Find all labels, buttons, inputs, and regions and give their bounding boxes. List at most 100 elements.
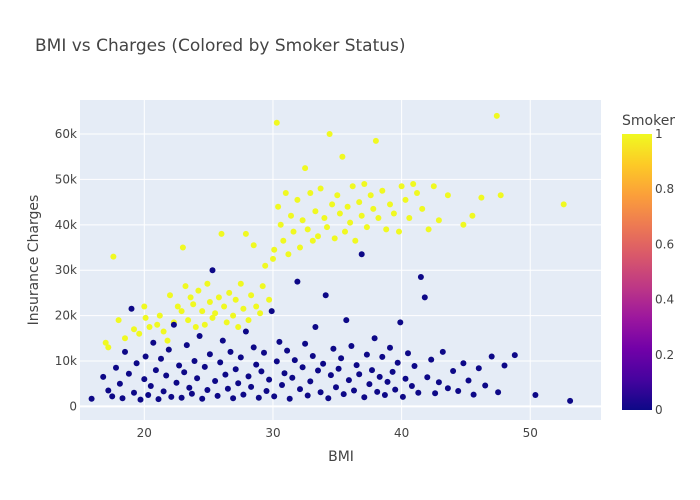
data-point: [201, 321, 208, 328]
data-point: [291, 357, 298, 364]
colorbar-tick-label: 0.4: [655, 293, 674, 307]
data-point: [299, 364, 306, 371]
data-point: [384, 378, 391, 385]
data-point: [263, 388, 270, 394]
data-point: [137, 396, 144, 403]
data-point: [222, 371, 229, 378]
data-point: [405, 350, 411, 357]
data-point: [363, 224, 370, 231]
y-tick-label: 40k: [55, 218, 77, 232]
data-point: [327, 372, 334, 379]
data-point: [215, 294, 222, 301]
x-tick-label: 30: [265, 426, 280, 440]
colorbar-tick-label: 1: [655, 127, 663, 141]
data-point: [146, 324, 153, 330]
data-point: [165, 346, 172, 353]
data-point: [375, 215, 382, 221]
data-point: [285, 251, 292, 258]
data-point: [199, 395, 206, 402]
data-point: [273, 119, 280, 126]
data-point: [88, 395, 95, 402]
data-point: [102, 339, 109, 346]
data-point: [379, 187, 386, 194]
y-tick-label: 30k: [55, 263, 77, 277]
data-point: [235, 380, 242, 387]
data-point: [178, 308, 185, 315]
data-point: [387, 201, 393, 208]
data-point: [315, 367, 321, 374]
data-point: [333, 384, 339, 391]
data-point: [170, 321, 177, 328]
data-point: [160, 388, 167, 395]
data-point: [398, 183, 405, 190]
data-point: [122, 335, 128, 342]
data-point: [307, 190, 314, 196]
data-point: [125, 370, 132, 377]
data-point: [155, 396, 162, 403]
data-point: [424, 374, 431, 381]
data-point: [349, 183, 356, 190]
data-point: [201, 363, 208, 370]
data-point: [163, 372, 170, 379]
data-point: [338, 355, 345, 362]
data-point: [230, 395, 237, 402]
colorbar-tick-label: 0.8: [655, 182, 674, 196]
data-point: [131, 326, 137, 333]
data-point: [370, 205, 377, 212]
data-point: [266, 296, 273, 303]
colorbar-tick-label: 0.2: [655, 348, 674, 362]
data-point: [185, 317, 192, 324]
data-point: [258, 368, 265, 375]
data-point: [356, 371, 363, 378]
data-point: [230, 312, 237, 319]
data-point: [119, 395, 126, 402]
data-point: [270, 255, 276, 262]
data-point: [192, 324, 199, 330]
data-point: [145, 392, 152, 398]
data-point: [115, 317, 122, 324]
data-point: [250, 242, 257, 249]
x-axis-title: BMI: [328, 449, 354, 465]
data-point: [109, 393, 116, 400]
data-point: [150, 339, 157, 346]
data-point: [421, 294, 428, 301]
data-point: [218, 230, 225, 237]
data-point: [133, 360, 140, 367]
data-point: [261, 349, 267, 356]
y-axis-title: Insurance Charges: [26, 195, 42, 326]
data-point: [411, 363, 418, 369]
y-tick-label: 10k: [55, 354, 77, 368]
data-point: [212, 310, 219, 317]
data-point: [194, 375, 201, 382]
data-point: [312, 208, 319, 215]
data-point: [187, 294, 194, 301]
data-point: [351, 387, 357, 394]
data-point: [164, 337, 171, 344]
data-point: [242, 230, 249, 237]
data-point: [110, 253, 117, 260]
data-point: [302, 165, 309, 172]
data-point: [141, 303, 148, 310]
data-point: [217, 359, 224, 366]
data-point: [214, 392, 221, 399]
data-point: [271, 246, 278, 253]
data-point: [147, 383, 154, 389]
data-point: [475, 365, 482, 372]
data-point: [196, 333, 203, 339]
data-point: [297, 244, 303, 251]
data-point: [294, 278, 301, 285]
data-point: [425, 226, 432, 233]
data-point: [470, 391, 477, 398]
data-point: [141, 376, 148, 383]
data-point: [321, 215, 328, 221]
data-point: [381, 392, 388, 398]
data-point: [304, 392, 311, 399]
data-point: [245, 317, 252, 324]
data-point: [352, 237, 359, 244]
data-point: [276, 338, 283, 345]
data-point: [259, 283, 266, 290]
data-point: [212, 378, 219, 384]
data-point: [497, 192, 504, 199]
data-point: [289, 374, 296, 381]
data-point: [277, 221, 284, 228]
